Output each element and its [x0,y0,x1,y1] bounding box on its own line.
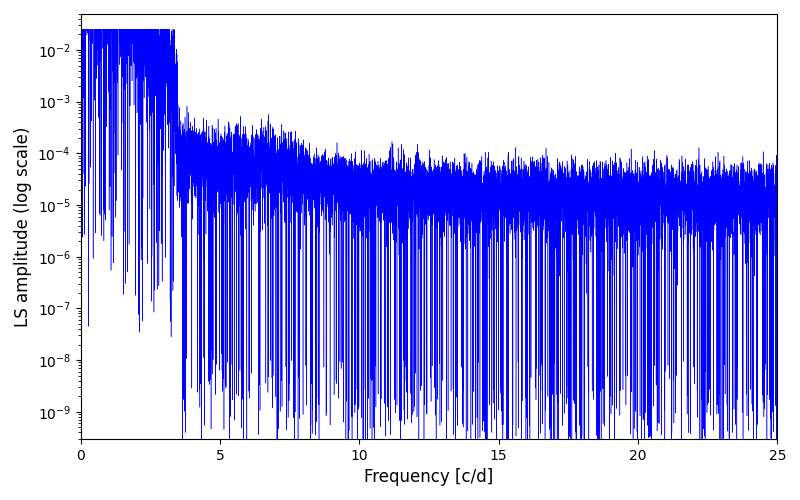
Y-axis label: LS amplitude (log scale): LS amplitude (log scale) [14,126,32,326]
X-axis label: Frequency [c/d]: Frequency [c/d] [364,468,494,486]
